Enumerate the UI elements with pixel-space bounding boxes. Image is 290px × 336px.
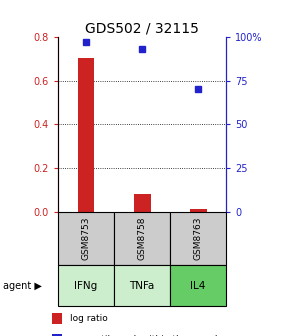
Text: GSM8763: GSM8763 — [194, 217, 203, 260]
Bar — [170, 265, 226, 306]
Bar — [114, 212, 170, 265]
Text: log ratio: log ratio — [70, 314, 107, 323]
Bar — [58, 212, 114, 265]
Bar — [114, 265, 170, 306]
Text: IFNg: IFNg — [75, 281, 98, 291]
Bar — [170, 212, 226, 265]
Bar — [134, 194, 151, 212]
Text: IL4: IL4 — [191, 281, 206, 291]
Text: TNFa: TNFa — [129, 281, 155, 291]
Bar — [52, 313, 62, 325]
Bar — [190, 210, 206, 212]
Text: agent ▶: agent ▶ — [3, 281, 42, 291]
Text: GSM8753: GSM8753 — [81, 217, 90, 260]
Title: GDS502 / 32115: GDS502 / 32115 — [85, 22, 199, 36]
Bar — [58, 265, 114, 306]
Text: GSM8758: GSM8758 — [137, 217, 147, 260]
Bar — [52, 334, 62, 336]
Text: percentile rank within the sample: percentile rank within the sample — [70, 335, 223, 336]
Bar — [78, 58, 95, 212]
